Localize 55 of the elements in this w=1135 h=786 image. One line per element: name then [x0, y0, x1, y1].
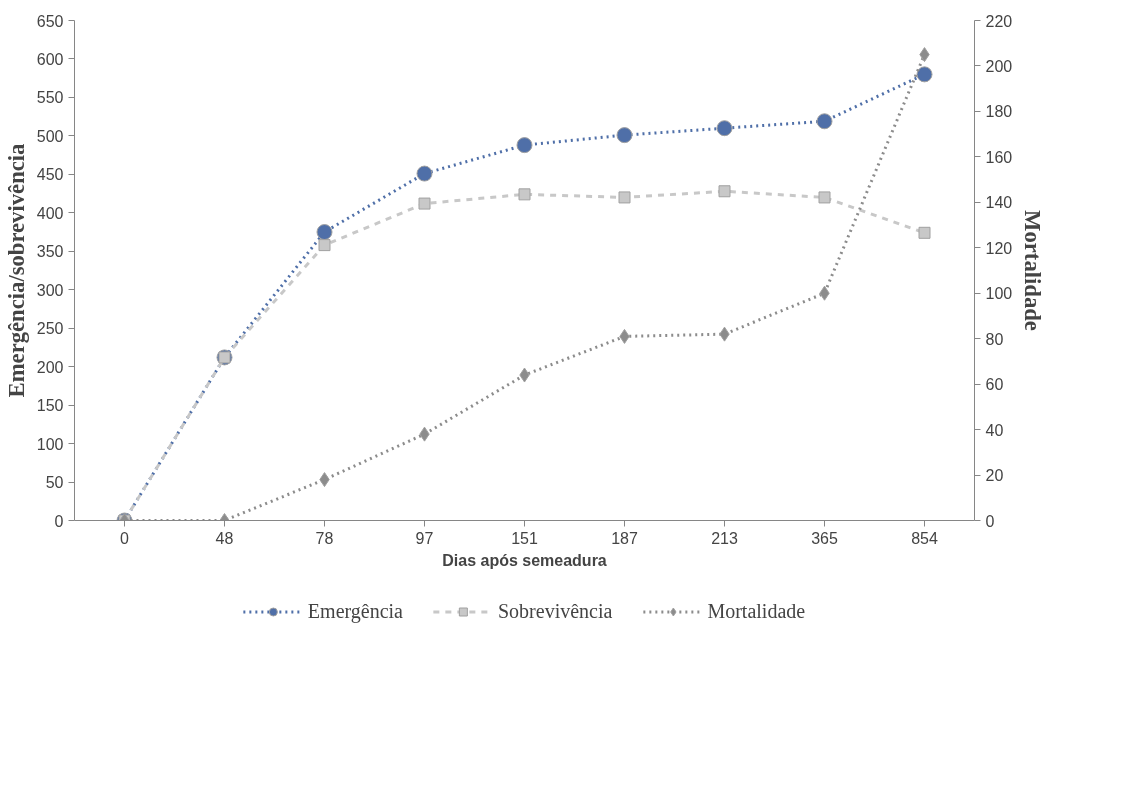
point [818, 191, 831, 204]
legend-label: Emergência [307, 599, 403, 623]
y-tick-label: 200 [36, 358, 64, 376]
y2-tick-label: 120 [985, 239, 1013, 257]
y-tick-label: 100 [36, 435, 64, 453]
point [718, 185, 731, 198]
point [418, 197, 431, 210]
y2-tick-label: 200 [985, 57, 1013, 75]
y2-tick-label: 140 [985, 194, 1013, 212]
y2-axis-title: Mortalidade [1020, 210, 1046, 331]
x-tick-label: 97 [415, 529, 434, 547]
y-tick-label: 0 [54, 512, 64, 530]
y2-tick-label: 40 [985, 421, 1004, 439]
point [318, 239, 331, 252]
point [716, 120, 733, 137]
x-tick-label: 0 [120, 529, 130, 547]
y2-tick-label: 80 [985, 330, 1004, 348]
x-tick-label: 48 [215, 529, 234, 547]
point [316, 224, 333, 241]
point [916, 66, 933, 83]
point [618, 191, 631, 204]
x-tick-label: 854 [911, 529, 938, 547]
y-tick-label: 450 [36, 166, 64, 184]
y-tick-label: 150 [36, 397, 64, 415]
y-tick-label: 300 [36, 281, 64, 299]
point [816, 113, 833, 130]
y2-tick-label: 220 [985, 12, 1013, 30]
point [516, 137, 533, 154]
y-tick-label: 350 [36, 243, 64, 261]
x-tick-label: 365 [811, 529, 838, 547]
x-axis-title: Dias após semeadura [442, 551, 607, 569]
y-tick-label: 550 [36, 89, 64, 107]
legend-label: Mortalidade [707, 599, 806, 623]
y2-tick-label: 180 [985, 103, 1013, 121]
y-tick-label: 650 [36, 12, 64, 30]
y2-tick-label: 100 [985, 285, 1013, 303]
y2-tick-label: 0 [985, 512, 995, 530]
y-tick-label: 500 [36, 127, 64, 145]
y2-tick-label: 160 [985, 148, 1013, 166]
x-tick-label: 213 [711, 529, 738, 547]
x-tick-label: 78 [315, 529, 334, 547]
y-tick-label: 600 [36, 50, 64, 68]
y-axis-title: Emergência/sobrevivência [3, 143, 29, 398]
x-tick-label: 187 [611, 529, 638, 547]
y2-tick-label: 20 [985, 467, 1004, 485]
x-tick-label: 151 [511, 529, 538, 547]
y2-tick-label: 60 [985, 376, 1004, 394]
point [416, 165, 433, 182]
y-tick-label: 250 [36, 320, 64, 338]
point [616, 127, 633, 144]
y-tick-label: 400 [36, 204, 64, 222]
point [518, 188, 531, 201]
point [918, 226, 931, 239]
legend-label: Sobrevivência [497, 599, 613, 623]
y-tick-label: 50 [45, 474, 64, 492]
